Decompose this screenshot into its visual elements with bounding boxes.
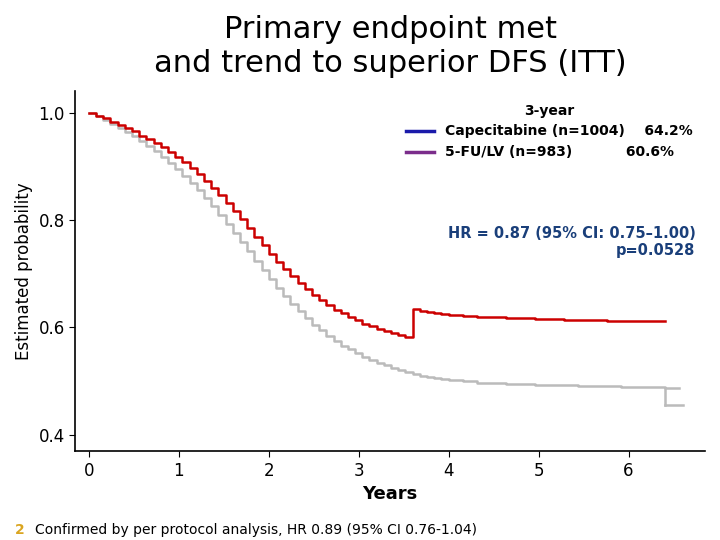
- Text: Confirmed by per protocol analysis, HR 0.89 (95% CI 0.76-1.04): Confirmed by per protocol analysis, HR 0…: [35, 523, 477, 537]
- Text: 2: 2: [14, 523, 24, 537]
- X-axis label: Years: Years: [363, 485, 418, 503]
- Text: HR = 0.87 (95% CI: 0.75–1.00)
p=0.0528: HR = 0.87 (95% CI: 0.75–1.00) p=0.0528: [448, 226, 696, 258]
- Title: Primary endpoint met
and trend to superior DFS (ITT): Primary endpoint met and trend to superi…: [154, 15, 626, 78]
- Legend: Capecitabine (n=1004)    64.2%, 5-FU/LV (n=983)           60.6%: Capecitabine (n=1004) 64.2%, 5-FU/LV (n=…: [400, 98, 698, 165]
- Y-axis label: Estimated probability: Estimated probability: [15, 182, 33, 360]
